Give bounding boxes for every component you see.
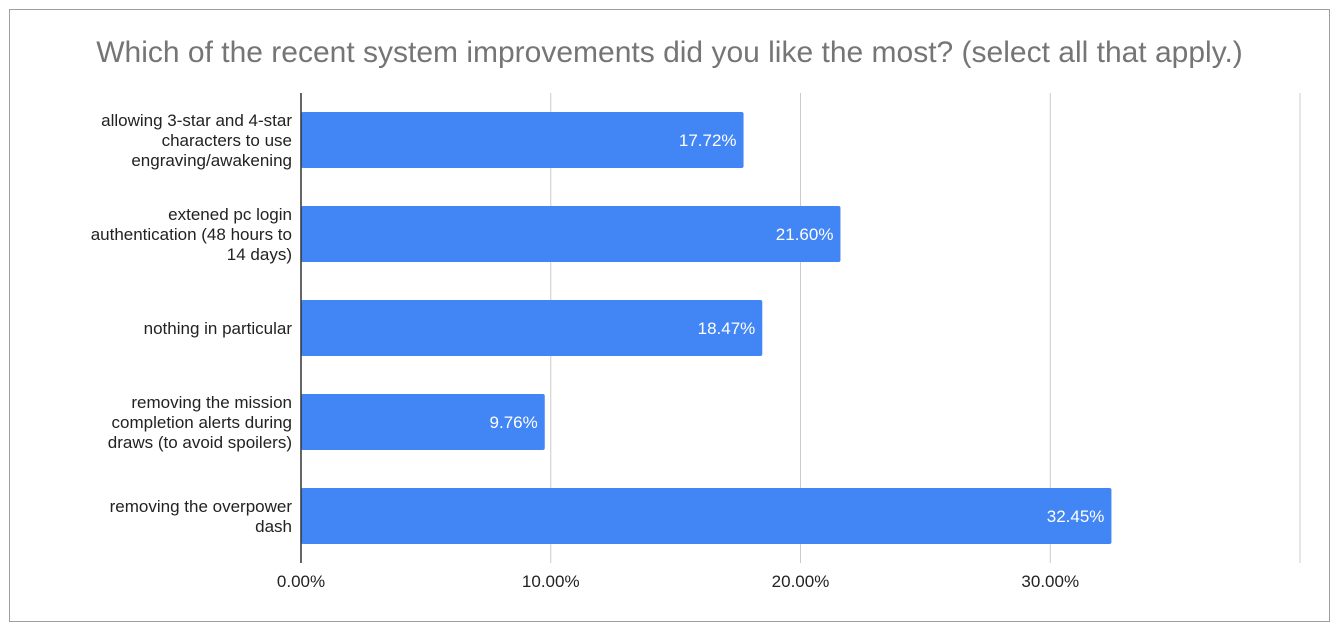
category-label-line: 14 days) — [227, 245, 292, 264]
chart-title: Which of the recent system improvements … — [96, 36, 1243, 69]
category-label: removing the overpower dash — [110, 497, 293, 536]
category-label-line: dash — [255, 517, 292, 536]
data-label: 18.47% — [698, 319, 756, 338]
category-label: nothing in particular — [144, 319, 293, 338]
x-tick-label: 20.00% — [772, 572, 830, 591]
bar — [301, 488, 1112, 544]
category-label-line: characters to use — [162, 131, 292, 150]
bar — [301, 112, 744, 168]
category-label-line: allowing 3-star and 4-star — [101, 111, 292, 130]
category-label-line: engraving/awakening — [131, 151, 292, 170]
data-label: 9.76% — [490, 413, 538, 432]
x-tick-label: 0.00% — [277, 572, 325, 591]
category-label: removing the mission completion alerts du… — [108, 393, 292, 452]
category-label-line: authentication (48 hours to — [91, 225, 292, 244]
category-label: extened pc login authentication (48 hours… — [91, 205, 292, 264]
category-label-line: completion alerts during — [112, 413, 292, 432]
category-label-line: draws (to avoid spoilers) — [108, 433, 292, 452]
data-label: 17.72% — [679, 131, 737, 150]
category-label-line: removing the mission — [131, 393, 292, 412]
category-label-line: removing the overpower — [110, 497, 293, 516]
bar — [301, 300, 763, 356]
bar — [301, 206, 841, 262]
x-tick-label: 30.00% — [1021, 572, 1079, 591]
bar — [301, 394, 545, 450]
category-label-line: extened pc login — [168, 205, 292, 224]
data-label: 21.60% — [776, 225, 834, 244]
data-label: 32.45% — [1047, 507, 1105, 526]
category-label-line: nothing in particular — [144, 319, 293, 338]
x-tick-label: 10.00% — [522, 572, 580, 591]
category-label: allowing 3-star and 4-star characters to … — [101, 111, 292, 170]
